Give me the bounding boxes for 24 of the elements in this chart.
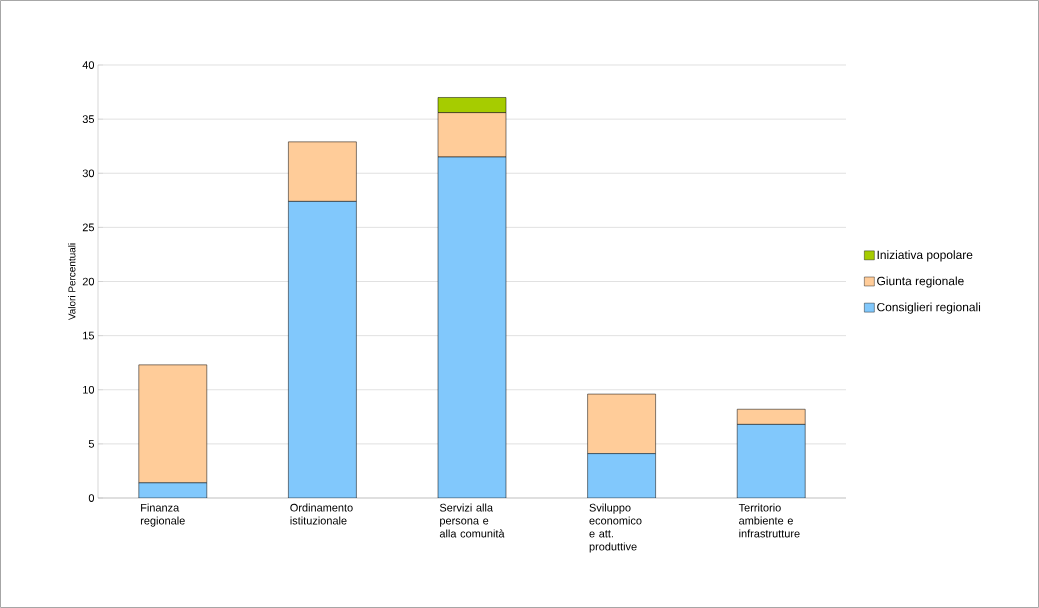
- y-tick-label: 25: [82, 223, 95, 232]
- legend-label: Iniziativa popolare: [877, 250, 973, 262]
- y-tick-label: 20: [82, 277, 95, 286]
- x-tick-label: Ordinamento istituzionale: [290, 503, 353, 525]
- y-axis-title: Valori Percentuali: [68, 243, 76, 321]
- legend-label: Consiglieri regionali: [877, 302, 981, 314]
- legend-label: Giunta regionale: [877, 276, 964, 288]
- y-tick-label: 0: [88, 494, 95, 502]
- y-tick-label: 30: [82, 169, 95, 178]
- x-tick-label: Sviluppo economico e att. produttive: [589, 503, 642, 553]
- y-tick-label: 40: [82, 61, 95, 69]
- bar: [587, 393, 656, 454]
- bar: [736, 424, 806, 498]
- y-tick-label: 15: [83, 331, 95, 340]
- bar: [587, 453, 656, 498]
- y-tick-label: 5: [88, 440, 95, 448]
- x-tick-label: Servizi alla persona e alla comunità: [439, 503, 505, 538]
- bar: [138, 482, 208, 498]
- x-tick-label: Finanza regionale: [140, 503, 185, 527]
- y-tick-label: 10: [83, 385, 95, 394]
- x-tick-label: Territorio ambiente e infrastrutture: [738, 503, 800, 538]
- y-tick-label: 35: [82, 115, 95, 124]
- bar: [437, 156, 507, 498]
- bar: [288, 201, 357, 498]
